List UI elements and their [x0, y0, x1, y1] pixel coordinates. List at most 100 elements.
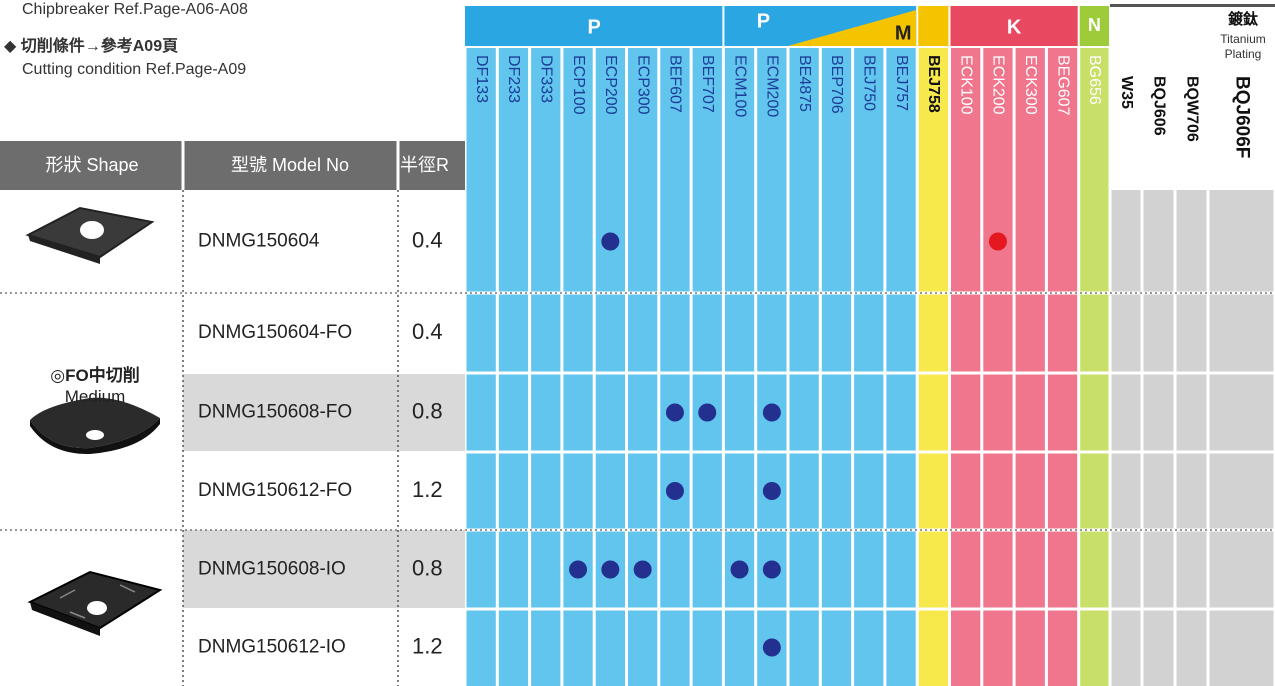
radius: 0.8 — [412, 555, 443, 580]
note: Cutting condition Ref.Page-A09 — [22, 61, 246, 78]
group-label: M — [895, 22, 912, 44]
grade-label: BEG607 — [1054, 55, 1071, 116]
grade-dot — [698, 403, 717, 422]
group-band — [465, 6, 723, 46]
grade-column — [1047, 48, 1078, 686]
header-label: 形狀 Shape — [45, 155, 138, 175]
grade-dot — [730, 560, 749, 579]
model-no: DNMG150612-FO — [198, 480, 352, 501]
grade-dot — [762, 403, 781, 422]
grade-column — [1015, 48, 1045, 686]
model-no: DNMG150604-FO — [198, 322, 352, 343]
grade-column — [1176, 190, 1207, 686]
group-band — [918, 6, 949, 46]
grade-label: BEJ750 — [861, 55, 878, 111]
section-label: Medium — [65, 387, 125, 406]
grade-label: ECK200 — [990, 55, 1007, 115]
grade-columns — [0, 4, 1275, 686]
group-sublabel: Plating — [1225, 47, 1262, 61]
grade-column — [692, 48, 722, 686]
group-label: K — [1007, 16, 1022, 38]
grade-label: BQJ606F — [1231, 76, 1252, 158]
grade-label: ECP100 — [570, 55, 587, 115]
grade-column — [563, 48, 593, 686]
group-label: P — [757, 10, 770, 32]
grade-dot — [601, 232, 620, 251]
row-separator — [465, 450, 1275, 454]
grade-column — [951, 48, 981, 686]
radius: 0.8 — [412, 398, 443, 423]
header-cell — [0, 141, 465, 190]
grade-column — [1111, 190, 1141, 686]
grade-label: DF133 — [473, 55, 490, 103]
grade-dot — [665, 403, 684, 422]
grade-column — [983, 48, 1013, 686]
grade-label: W35 — [1118, 76, 1135, 109]
note: ◆ 切削條件→參考A09頁 — [4, 36, 178, 55]
group-label: N — [1088, 15, 1101, 35]
grade-label: BQW706 — [1183, 76, 1200, 142]
grade-dot — [569, 560, 588, 579]
grade-column — [1209, 190, 1274, 686]
grade-column — [789, 48, 819, 686]
grade-label: DF333 — [538, 55, 555, 103]
grade-dot — [762, 638, 781, 657]
grade-column — [1143, 190, 1174, 686]
grade-label: ECK100 — [957, 55, 974, 115]
grade-column — [918, 48, 948, 686]
grade-label: BQJ606 — [1150, 76, 1167, 136]
group-label: 鍍鈦 — [1227, 10, 1258, 28]
header-label: 半徑R — [400, 155, 449, 175]
model-no: DNMG150608-FO — [198, 402, 352, 423]
model-no: DNMG150608-IO — [198, 559, 346, 580]
grade-label: BE4875 — [796, 55, 813, 112]
group-wedge — [788, 10, 917, 46]
grade-column — [660, 48, 690, 686]
radius: 0.4 — [412, 319, 443, 344]
grade-label: DF233 — [505, 55, 522, 103]
grade-dot — [665, 482, 684, 500]
grade-column — [854, 48, 884, 686]
grade-column — [531, 48, 561, 686]
grade-column — [466, 48, 496, 686]
row-shade — [183, 530, 465, 609]
insert-shape — [27, 570, 163, 636]
group-sublabel: Titanium — [1220, 32, 1266, 46]
group-label: P — [588, 16, 601, 38]
note: Chipbreaker Ref.Page-A06-A08 — [22, 1, 248, 18]
radius: 1.2 — [412, 633, 443, 658]
grade-dot — [601, 560, 620, 579]
grade-label: BEJ758 — [925, 55, 942, 113]
insert-shape — [25, 206, 155, 264]
group-band — [1110, 4, 1275, 7]
grade-label: ECP300 — [634, 55, 651, 115]
grade-column — [724, 48, 755, 686]
section-label: ◎FO中切削 — [50, 365, 139, 385]
grade-label: ECM200 — [764, 55, 781, 117]
radius: 0.4 — [412, 227, 443, 252]
model-no: DNMG150604 — [198, 231, 320, 252]
grade-label: BEJ757 — [893, 55, 910, 111]
insert-shape — [30, 397, 160, 455]
row-separator — [465, 607, 1275, 611]
group-band — [1079, 6, 1109, 46]
grade-label: BEP706 — [828, 55, 845, 114]
grade-label: ECP200 — [602, 55, 619, 115]
grade-column — [498, 48, 529, 686]
radius: 1.2 — [412, 477, 443, 502]
grade-column — [1080, 48, 1109, 686]
grade-dot — [762, 560, 781, 579]
grade-column — [821, 48, 852, 686]
grade-column — [595, 48, 625, 686]
grade-column — [886, 48, 916, 686]
row-shade — [183, 373, 465, 452]
grade-dot — [762, 482, 781, 500]
grade-column — [628, 48, 658, 686]
header-label: 型號 Model No — [231, 155, 349, 175]
model-no: DNMG150612-IO — [198, 637, 346, 658]
row-separator — [465, 371, 1275, 375]
grade-label: ECM100 — [731, 55, 748, 117]
grade-dot — [988, 232, 1007, 251]
